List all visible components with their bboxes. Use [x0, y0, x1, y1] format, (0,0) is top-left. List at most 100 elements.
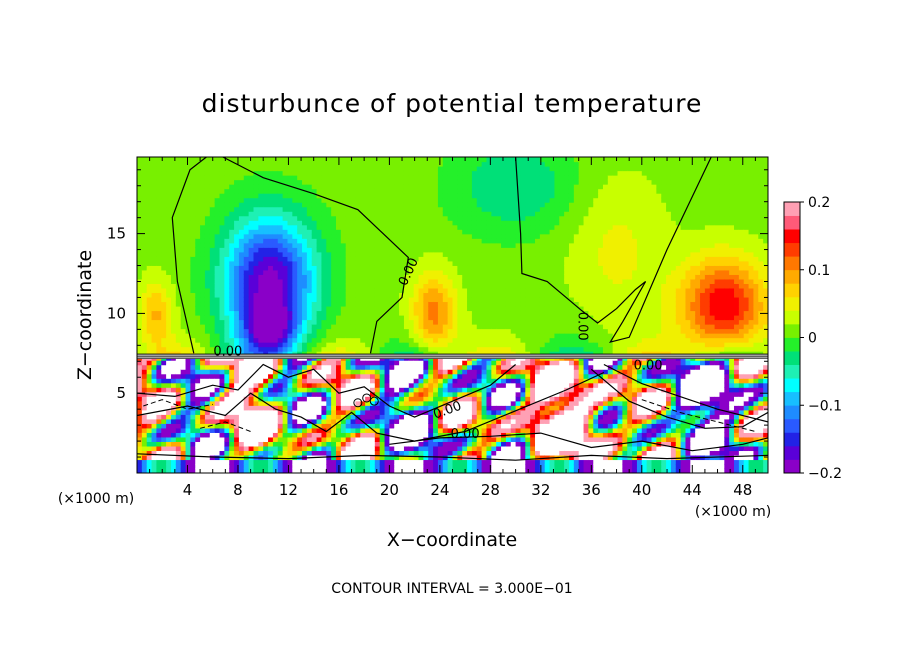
field-cell	[462, 247, 468, 253]
field-cell	[365, 206, 371, 212]
field-cell	[146, 193, 153, 199]
field-cell	[476, 346, 483, 352]
field-cell	[190, 274, 196, 280]
field-cell	[263, 233, 269, 239]
field-cell	[437, 211, 444, 217]
field-cell	[209, 360, 216, 366]
field-cell	[214, 364, 221, 370]
field-cell	[180, 396, 187, 402]
field-cell	[326, 292, 332, 298]
field-cell	[360, 269, 366, 275]
field-cell	[408, 459, 415, 465]
field-cell	[331, 269, 337, 275]
field-cell	[311, 378, 318, 384]
field-cell	[331, 292, 337, 298]
field-cell	[462, 215, 468, 221]
field-cell	[277, 396, 284, 402]
field-cell	[195, 436, 201, 442]
field-cell	[200, 450, 206, 456]
field-cell	[151, 418, 158, 424]
field-cell	[272, 382, 279, 388]
field-cell	[433, 224, 439, 230]
field-cell	[428, 175, 434, 181]
field-cell	[311, 364, 318, 370]
field-cell	[350, 337, 357, 343]
field-cell	[151, 274, 158, 280]
field-cell	[253, 215, 259, 221]
field-cell	[418, 333, 424, 339]
field-cell	[350, 188, 357, 194]
field-cell	[437, 333, 444, 339]
field-cell	[442, 310, 449, 316]
field-cell	[190, 287, 196, 294]
field-cell	[200, 220, 206, 226]
field-cell	[292, 202, 298, 208]
field-cell	[374, 287, 381, 294]
field-cell	[457, 278, 463, 284]
field-cell	[272, 278, 279, 284]
field-cell	[292, 265, 298, 271]
field-cell	[268, 414, 274, 420]
field-cell	[238, 427, 245, 433]
field-cell	[141, 423, 148, 429]
field-cell	[399, 405, 405, 411]
field-cell	[146, 197, 153, 203]
field-cell	[292, 432, 298, 438]
field-cell	[433, 445, 439, 452]
field-cell	[166, 278, 172, 284]
field-cell	[360, 391, 366, 397]
field-cell	[282, 220, 289, 226]
field-cell	[234, 269, 240, 275]
field-cell	[141, 396, 148, 402]
field-cell	[195, 342, 201, 348]
field-cell	[146, 432, 153, 438]
field-cell	[306, 157, 313, 163]
field-cell	[156, 319, 162, 325]
field-cell	[253, 328, 259, 334]
field-cell	[200, 179, 206, 185]
field-cell	[452, 315, 458, 321]
field-cell	[185, 432, 191, 438]
field-cell	[214, 319, 221, 325]
field-cell	[185, 220, 191, 226]
field-cell	[336, 206, 342, 212]
field-cell	[437, 387, 444, 393]
field-cell	[311, 229, 318, 235]
field-cell	[151, 161, 158, 167]
field-cell	[394, 260, 400, 266]
field-cell	[413, 292, 420, 298]
field-cell	[185, 287, 191, 294]
field-cell	[268, 283, 274, 289]
field-cell	[190, 215, 196, 221]
field-cell	[413, 427, 420, 433]
field-cell	[331, 175, 337, 181]
field-cell	[428, 247, 434, 253]
field-cell	[229, 166, 235, 172]
field-cell	[248, 157, 255, 163]
field-cell	[467, 423, 473, 429]
field-cell	[360, 224, 366, 230]
field-cell	[170, 414, 177, 420]
field-cell	[399, 382, 405, 388]
field-cell	[151, 157, 158, 163]
field-cell	[175, 427, 182, 433]
field-cell	[229, 206, 235, 212]
field-cell	[408, 229, 415, 235]
field-cell	[403, 305, 410, 312]
field-cell	[379, 166, 386, 172]
field-cell	[394, 427, 400, 433]
field-cell	[297, 432, 303, 438]
field-cell	[297, 283, 303, 289]
field-cell	[442, 211, 449, 217]
field-cell	[423, 324, 429, 330]
field-cell	[345, 364, 352, 370]
field-cell	[360, 333, 366, 339]
field-cell	[452, 463, 458, 470]
field-cell	[263, 364, 269, 370]
field-cell	[442, 260, 449, 266]
field-cell	[170, 468, 177, 473]
field-cell	[467, 211, 473, 217]
field-cell	[161, 391, 167, 397]
field-cell	[214, 233, 221, 239]
field-cell	[156, 292, 162, 298]
